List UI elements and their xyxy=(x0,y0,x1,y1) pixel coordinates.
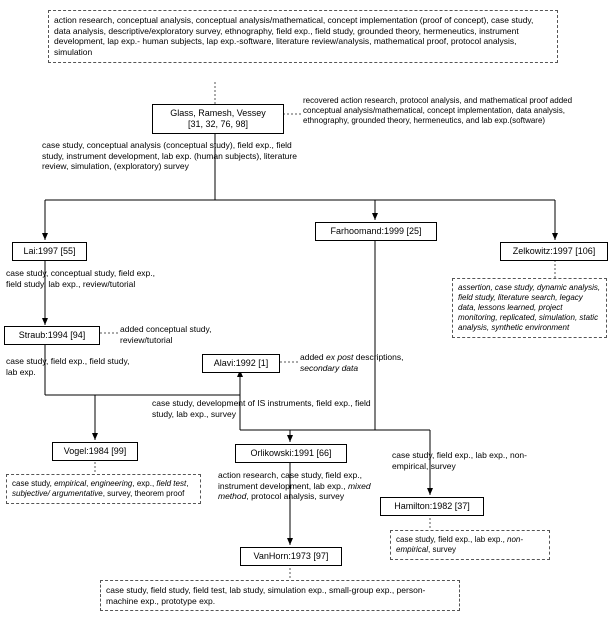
node-glass: Glass, Ramesh, Vessey [31, 32, 76, 98] xyxy=(152,104,284,134)
caption-orlikowski-below: action research, case study, field exp.,… xyxy=(218,470,373,502)
caption-lai-below: case study, conceptual study, field exp.… xyxy=(6,268,166,289)
node-hamilton: Hamilton:1982 [37] xyxy=(380,497,484,516)
caption-alavi-below: case study, development of IS instrument… xyxy=(152,398,372,419)
node-alavi: Alavi:1992 [1] xyxy=(202,354,280,373)
node-straub: Straub:1994 [94] xyxy=(4,326,100,345)
node-farhoomand: Farhoomand:1999 [25] xyxy=(315,222,437,241)
node-orlikowski: Orlikowski:1991 [66] xyxy=(235,444,347,463)
node-vogel: Vogel:1984 [99] xyxy=(52,442,138,461)
hamilton-box: case study, field exp., lab exp., non-em… xyxy=(390,530,550,560)
caption-straub-below: case study, field exp., field study, lab… xyxy=(6,356,136,377)
node-zelkowitz: Zelkowitz:1997 [106] xyxy=(500,242,608,261)
caption-hamilton-above: case study, field exp., lab exp., non-em… xyxy=(392,450,552,471)
top-methods-box: action research, conceptual analysis, co… xyxy=(48,10,558,63)
caption-glass-right: recovered action research, protocol anal… xyxy=(303,96,603,126)
node-vanhorn: VanHorn:1973 [97] xyxy=(240,547,342,566)
vogel-box: case study, empirical, engineering, exp.… xyxy=(6,474,201,504)
node-lai: Lai:1997 [55] xyxy=(12,242,87,261)
caption-glass-below: case study, conceptual analysis (concept… xyxy=(42,140,302,172)
caption-straub-right: added conceptual study, review/tutorial xyxy=(120,324,230,345)
caption-alavi-right: added ex post descriptions, secondary da… xyxy=(300,352,440,373)
vanhorn-box: case study, field study, field test, lab… xyxy=(100,580,460,611)
zelkowitz-box: assertion, case study, dynamic analysis,… xyxy=(452,278,607,338)
